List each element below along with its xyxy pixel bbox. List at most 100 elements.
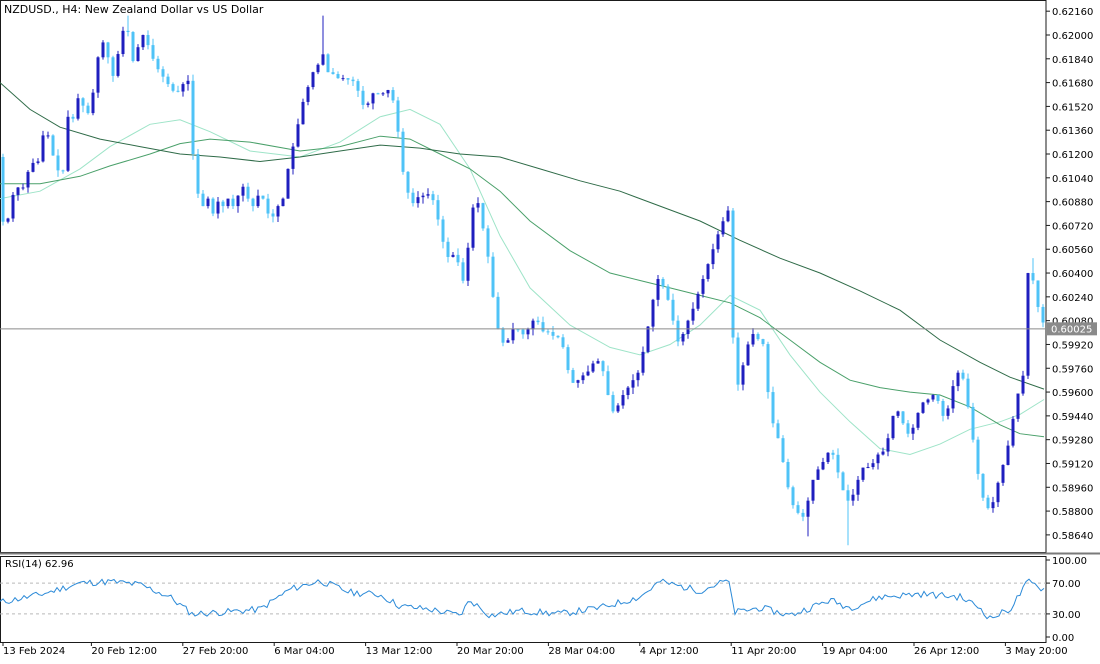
candle-body — [336, 74, 340, 79]
candle-body — [886, 438, 890, 452]
price-tick-label: 0.58960 — [1052, 483, 1093, 494]
candle-body — [901, 411, 905, 424]
candle-body — [346, 78, 350, 80]
candle-body — [126, 30, 130, 33]
candle-body — [676, 320, 680, 342]
candle-body — [826, 452, 830, 462]
candle-body — [726, 210, 730, 222]
candle-body — [696, 293, 700, 309]
candle-body — [46, 135, 50, 137]
moving-average-line-2 — [0, 135, 1045, 438]
candle-body — [706, 264, 710, 279]
candle-body — [256, 195, 260, 207]
candle-body — [741, 365, 745, 385]
candle-body — [766, 344, 770, 393]
candle-body — [121, 30, 125, 55]
candle-body — [616, 405, 620, 412]
candle-body — [146, 34, 150, 46]
price-tick-label: 0.59760 — [1052, 364, 1093, 375]
candle-body — [751, 334, 755, 345]
candle-body — [1021, 375, 1025, 394]
price-tick-label: 0.59920 — [1052, 340, 1093, 351]
price-tick-label: 0.61040 — [1052, 174, 1093, 185]
candle-body — [36, 161, 40, 163]
candle-body — [786, 461, 790, 488]
moving-average-line-1 — [0, 108, 1045, 456]
candle-body — [896, 411, 900, 416]
price-tick-label: 0.61360 — [1052, 126, 1093, 137]
candle-body — [656, 278, 660, 300]
rsi-pane-frame — [0, 556, 1047, 643]
candle-body — [661, 278, 665, 287]
candle-body — [646, 326, 650, 352]
candle-body — [391, 90, 395, 101]
candle-body — [251, 198, 255, 207]
candle-body — [561, 337, 565, 348]
candle-body — [1, 156, 5, 222]
candle-body — [856, 479, 860, 495]
candle-body — [181, 84, 185, 92]
candle-body — [311, 72, 315, 88]
candle-body — [136, 47, 140, 62]
candle-body — [51, 135, 55, 156]
candle-body — [566, 347, 570, 371]
candle-body — [691, 308, 695, 321]
candle-body — [806, 500, 810, 517]
candle-body — [546, 331, 550, 333]
candle-body — [556, 335, 560, 338]
candle-body — [831, 452, 835, 455]
candle-body — [286, 168, 290, 199]
candle-body — [196, 154, 200, 194]
price-tick-label: 0.61200 — [1052, 150, 1093, 161]
candle-body — [216, 201, 220, 214]
candle-body — [71, 116, 75, 119]
candle-body — [736, 337, 740, 385]
candle-body — [931, 395, 935, 400]
candle-body — [1036, 280, 1040, 307]
price-tick-label: 0.61840 — [1052, 55, 1093, 66]
price-tick-label: 0.58800 — [1052, 507, 1093, 518]
candle-body — [586, 371, 590, 376]
candle-body — [531, 320, 535, 330]
candle-body — [351, 79, 355, 82]
candle-body — [606, 371, 610, 396]
price-tick-label: 0.59600 — [1052, 388, 1093, 399]
candle-body — [326, 54, 330, 73]
time-tick-label: 27 Feb 20:00 — [183, 646, 249, 657]
candle-body — [761, 339, 765, 345]
price-tick-label: 0.60080 — [1052, 317, 1093, 328]
candle-body — [296, 124, 300, 147]
candle-body — [491, 256, 495, 297]
candle-body — [496, 296, 500, 329]
candle-body — [11, 194, 15, 219]
candle-body — [671, 299, 675, 321]
rsi-indicator-label: RSI(14) 62.96 — [5, 559, 74, 570]
candle-body — [911, 427, 915, 434]
candle-body — [481, 203, 485, 229]
candle-body — [56, 155, 60, 171]
candle-body — [986, 497, 990, 509]
candle-body — [921, 402, 925, 413]
candle-body — [361, 90, 365, 105]
candle-body — [501, 328, 505, 343]
price-tick-label: 0.59440 — [1052, 412, 1093, 423]
candle-body — [141, 34, 145, 48]
candle-body — [966, 378, 970, 407]
candle-body — [476, 203, 480, 208]
current-price-tag — [1047, 322, 1097, 336]
candle-body — [281, 198, 285, 207]
price-tick-label: 0.60880 — [1052, 198, 1093, 209]
candle-body — [846, 490, 850, 501]
time-tick-label: 20 Mar 20:00 — [457, 646, 524, 657]
candle-body — [241, 186, 245, 196]
price-tick-label: 0.58640 — [1052, 531, 1093, 542]
candle-body — [101, 42, 105, 58]
candle-body — [851, 494, 855, 501]
candle-body — [66, 116, 70, 171]
candle-body — [396, 100, 400, 132]
price-tick-label: 0.60240 — [1052, 293, 1093, 304]
candle-body — [936, 395, 940, 401]
candle-body — [536, 320, 540, 323]
